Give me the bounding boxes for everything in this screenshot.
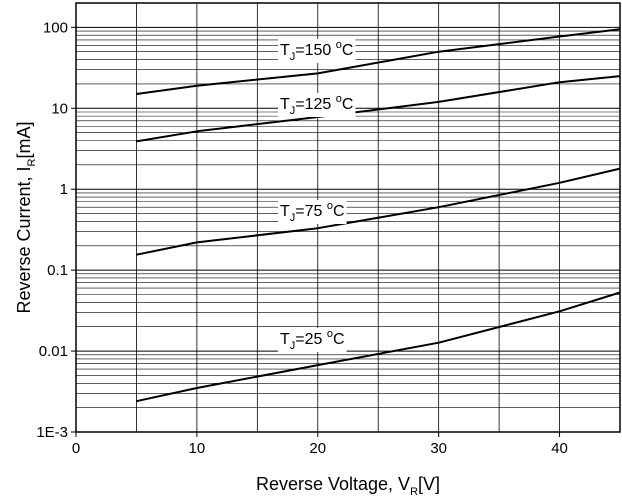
plot-frame [75,2,621,433]
y-tick-label: 1E-3 [36,424,68,441]
ticks: 0 10 20 30 40 1E-3 0.01 0.1 1 10 100 [36,19,568,457]
curve-label-background [278,200,347,224]
x-axis-title: Reverse Voltage, VR[V] [256,474,440,497]
y-tick-label: 0.1 [47,262,68,279]
x-tick-label: 40 [551,440,568,457]
curve-label-background [278,39,356,63]
y-axis-title: Reverse Current, IR[mA] [14,121,38,313]
series-line [136,167,621,256]
y-tick-label: 100 [43,19,68,36]
series-line [136,75,621,143]
x-tick-label: 20 [309,440,326,457]
y-tick-label: 10 [51,100,68,117]
y-tick-label: 0.01 [39,343,68,360]
curve-label-background [278,93,356,117]
series-line [136,28,621,95]
curve-label: TJ=150 oC [280,39,353,63]
curve-label: TJ=125 oC [280,93,353,117]
x-tick-label: 10 [189,440,206,457]
curve-label: TJ=25 oC [280,328,345,352]
x-tick-label: 30 [430,440,447,457]
series-line [136,291,621,403]
curve-label-background [278,328,347,352]
curves [136,28,621,403]
curve-labels: TJ=150 oC TJ=125 oC TJ=75 oC TJ=25 oC [278,39,356,352]
curve-label: TJ=75 oC [280,200,345,224]
y-tick-label: 1 [60,181,68,198]
x-tick-label: 0 [72,440,80,457]
grid [76,2,620,432]
